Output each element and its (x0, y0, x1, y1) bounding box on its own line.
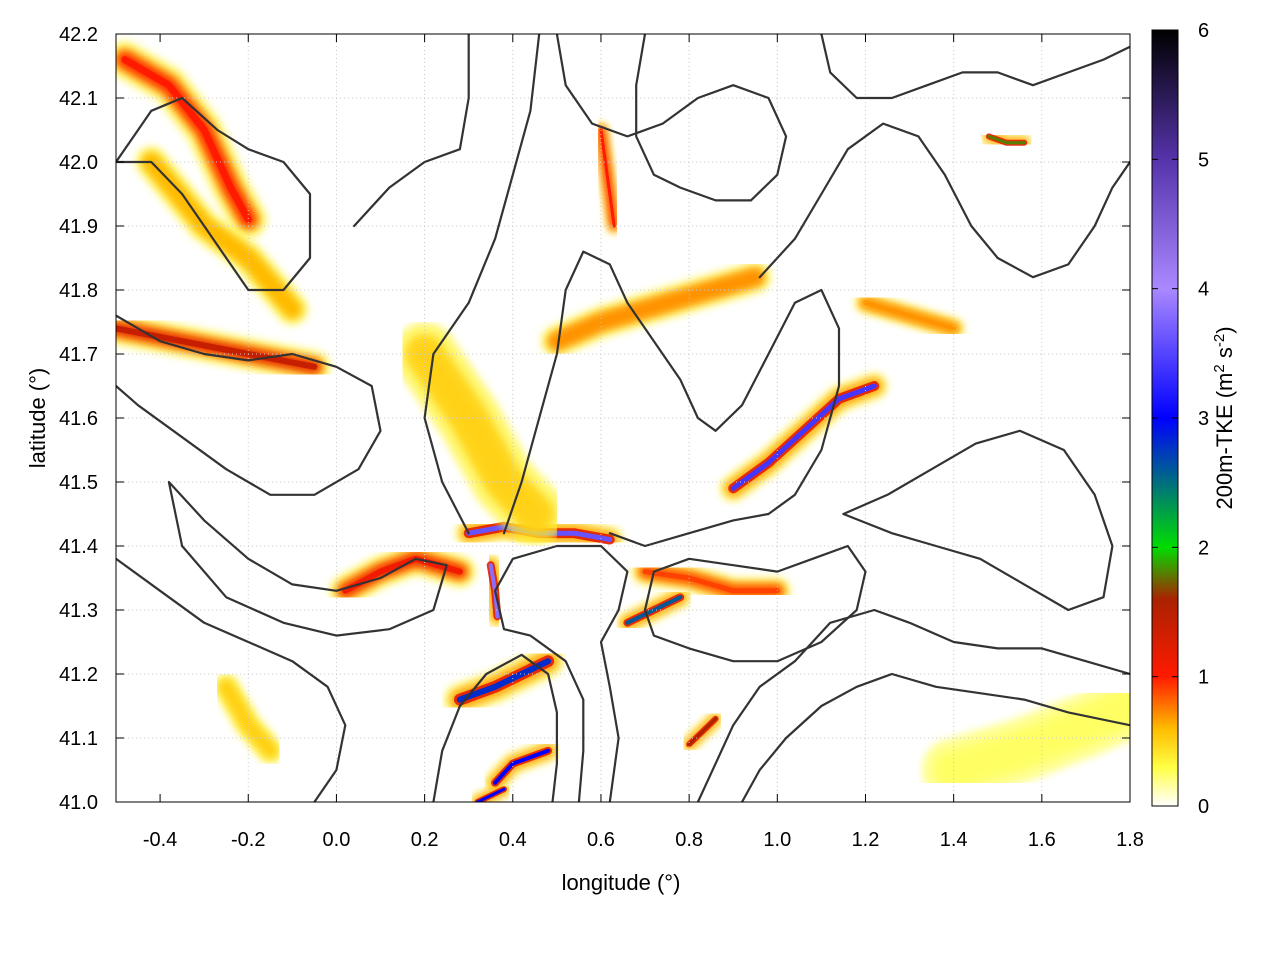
terrain-contour (494, 544, 629, 802)
x-tick-label: 0.0 (323, 829, 351, 851)
terrain-contour (167, 480, 448, 637)
tke-feature-ne-band (854, 292, 965, 339)
y-axis: 41.0 41.1 41.2 41.3 41.4 41.5 41.6 41.7 41.8 41.9… (59, 24, 1130, 814)
colorbar-tick-label: 5 (1198, 149, 1209, 171)
terrain-contour (502, 250, 841, 548)
terrain-contour (758, 122, 1130, 279)
tke-feature-nw-corner-band (116, 41, 267, 239)
colorbar-tick-label: 0 (1198, 796, 1209, 818)
y-tick-label: 41.0 (59, 792, 98, 814)
y-tick-label: 41.5 (59, 472, 98, 494)
colorbar-tick-label: 3 (1198, 408, 1209, 430)
terrain-contour (116, 314, 382, 496)
tke-feature-east-mid (616, 586, 691, 634)
y-tick-label: 41.9 (59, 216, 98, 238)
tke-feature-lower-spot (681, 710, 724, 753)
y-tick-label: 41.8 (59, 280, 98, 302)
terrain-contour (116, 96, 312, 292)
tke-feature-southwest-spot (212, 673, 284, 765)
colorbar-tick-label: 1 (1198, 667, 1209, 689)
colorbar-label-base: 200m-TKE (m (1212, 373, 1237, 510)
y-tick-label: 42.2 (59, 24, 98, 46)
tke-feature-west-central (329, 542, 476, 607)
terrain-contour (116, 557, 347, 802)
colorbar-label-mid: s (1212, 347, 1237, 364)
y-axis-label: latitude (°) (25, 368, 50, 469)
x-tick-label: 1.2 (852, 829, 880, 851)
terrain-contour (353, 34, 470, 228)
tke-feature-ne-spot (980, 128, 1033, 151)
colorbar-tick-label: 2 (1198, 537, 1209, 559)
grid-lines (116, 34, 1130, 802)
terrain-contour (643, 544, 867, 663)
y-tick-label: 41.4 (59, 536, 98, 558)
y-tick-label: 42.0 (59, 152, 98, 174)
tke-feature-nw-diagonal (135, 146, 309, 326)
terrain-contour (842, 429, 1114, 612)
terrain-contour (696, 608, 1130, 802)
colorbar-tick-label: 6 (1198, 20, 1209, 42)
tke-feature-east-diagonal (719, 372, 888, 502)
terrain-contour (432, 653, 558, 802)
colorbar-ticks: 0 1 2 3 4 5 6 (1152, 20, 1209, 818)
contour-lines (116, 34, 1130, 802)
x-axis: -0.4 -0.2 0.0 0.2 0.4 0.6 0.8 1.0 1.2 1.4 1.6 1.8 (143, 34, 1144, 851)
x-tick-label: 0.4 (499, 829, 527, 851)
x-tick-label: -0.2 (231, 829, 265, 851)
terrain-contour (740, 672, 1130, 802)
tke-feature-center-band (541, 261, 772, 358)
y-tick-label: 41.3 (59, 600, 98, 622)
tke-feature-south-bottom (484, 740, 559, 794)
x-tick-label: 1.6 (1028, 829, 1056, 851)
tke-feature-bottom-edge (469, 781, 512, 802)
terrain-contour (423, 34, 541, 535)
colorbar-label-end: ) (1212, 326, 1237, 333)
y-tick-label: 42.1 (59, 88, 98, 110)
tke-feature-fan-spread (392, 322, 567, 546)
tke-feature-east-band (631, 558, 791, 605)
colorbar-label-sup2: -2 (1211, 334, 1228, 347)
y-tick-label: 41.7 (59, 344, 98, 366)
tke-feature-north-center (593, 122, 623, 234)
tke-feature-south-streak (444, 645, 564, 716)
colorbar-label: 200m-TKE (m2 s-2) (1211, 326, 1237, 509)
plot-area (115, 33, 1131, 803)
x-tick-label: 0.8 (675, 829, 703, 851)
x-tick-label: -0.4 (143, 829, 177, 851)
x-tick-label: 1.0 (763, 829, 791, 851)
y-tick-label: 41.2 (59, 664, 98, 686)
x-axis-label: longitude (°) (562, 870, 681, 895)
y-tick-label: 41.1 (59, 728, 98, 750)
x-tick-label: 0.2 (411, 829, 439, 851)
terrain-contour (555, 34, 788, 202)
colorbar-label-sup1: 2 (1211, 364, 1228, 372)
y-tick-label: 41.6 (59, 408, 98, 430)
terrain-contour (820, 34, 1130, 100)
colorbar-tick-label: 4 (1198, 279, 1209, 301)
x-tick-label: 1.8 (1116, 829, 1144, 851)
x-tick-label: 0.6 (587, 829, 615, 851)
x-tick-label: 1.4 (940, 829, 968, 851)
